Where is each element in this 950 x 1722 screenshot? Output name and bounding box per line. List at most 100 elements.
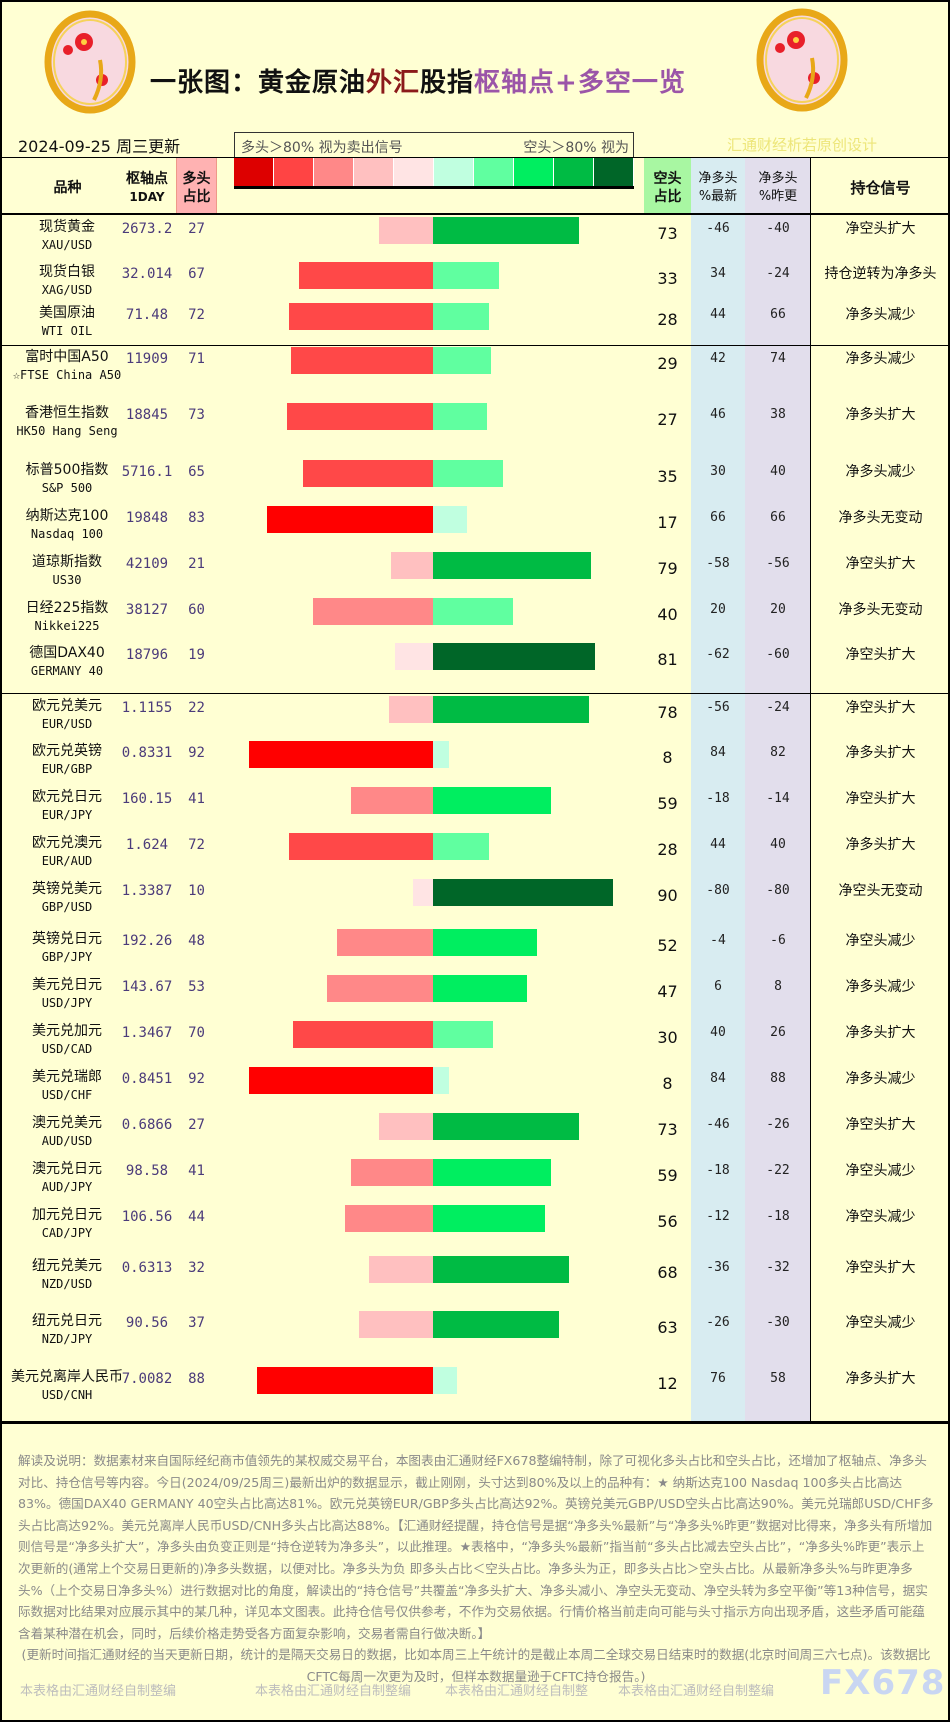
short-percent: 27 — [657, 410, 678, 429]
long-bar — [359, 1311, 433, 1338]
header-short: 空头 占比 — [644, 160, 691, 215]
long-bar — [291, 347, 433, 374]
net-long-previous: 88 — [770, 1071, 786, 1086]
long-bar — [395, 643, 433, 670]
header-label: 1DAY — [129, 189, 165, 204]
table-row: 澳元兑日元 AUD/JPY 98.58 41 59 -18 -22 净空头减少 — [0, 1157, 950, 1201]
net-long-previous: -22 — [766, 1163, 790, 1178]
pivot-value: 19848 — [125, 510, 169, 526]
short-bar — [433, 598, 513, 625]
color-legend-caption: 多头＞80% 视为卖出信号 空头＞80% 视为 — [234, 132, 634, 158]
table-row: 日经225指数 Nikkei225 38127 60 40 20 20 净多头无变动 — [0, 596, 950, 640]
long-bar — [391, 552, 433, 579]
header-signal: 持仓信号 — [811, 160, 950, 215]
table-row: 澳元兑美元 AUD/USD 0.6866 27 73 -46 -26 净空头扩大 — [0, 1111, 950, 1155]
net-long-latest: 46 — [710, 407, 726, 422]
explanation-notes: 解读及说明：数据素材来自国际经纪商市值领先的某权威交易平台，本图表由汇通财经FX… — [18, 1450, 934, 1688]
instrument-code: CAD/JPY — [41, 1226, 93, 1240]
header-label: 净多头 — [698, 170, 738, 186]
long-percent: 21 — [188, 556, 205, 572]
legend-swatch — [474, 157, 514, 186]
header-label: 持仓信号 — [850, 178, 911, 197]
credit-text: 汇通财经析若原创设计 — [727, 136, 878, 154]
net-long-previous: 66 — [770, 510, 786, 525]
pivot-value: 192.26 — [121, 933, 173, 949]
instrument-name: 欧元兑美元 EUR/USD — [4, 697, 130, 733]
long-percent: 73 — [188, 407, 205, 423]
net-long-previous: -24 — [766, 700, 790, 715]
instrument-name: 美国原油 WTI OIL — [4, 304, 130, 340]
net-long-latest: 30 — [710, 464, 726, 479]
net-long-previous: -6 — [770, 933, 786, 948]
long-bar — [313, 598, 433, 625]
instrument-code: US30 — [52, 573, 82, 587]
short-percent: 28 — [657, 310, 678, 329]
header-bottom-rule — [0, 213, 950, 215]
instrument-name: 德国DAX40 GERMANY 40 — [4, 644, 130, 680]
long-percent: 22 — [188, 700, 205, 716]
instrument-cn-name: 香港恒生指数 — [25, 405, 109, 421]
long-bar — [389, 696, 433, 723]
header-label: %昨更 — [758, 188, 798, 204]
long-bar — [351, 787, 433, 814]
instrument-cn-name: 德国DAX40 — [29, 645, 105, 661]
instrument-cn-name: 美元兑瑞郎 — [32, 1069, 102, 1085]
short-percent: 81 — [657, 650, 678, 669]
net-long-latest: -62 — [706, 647, 730, 662]
instrument-name: 道琼斯指数 US30 — [4, 553, 130, 589]
long-percent: 41 — [188, 1163, 205, 1179]
legend-swatch — [354, 157, 394, 186]
instrument-code: AUD/JPY — [41, 1180, 93, 1194]
legend-swatch — [514, 157, 554, 186]
short-percent: 33 — [657, 269, 678, 288]
table-row: 标普500指数 S&P 500 5716.1 65 35 30 40 净多头减少 — [0, 458, 950, 502]
instrument-code: USD/CAD — [41, 1042, 93, 1056]
table-row: 美元兑日元 USD/JPY 143.67 53 47 6 8 净多头减少 — [0, 973, 950, 1017]
instrument-code: GERMANY 40 — [30, 664, 104, 678]
short-bar — [433, 262, 499, 289]
net-prev-column-bg — [745, 157, 811, 1423]
instrument-name: 纳斯达克100 Nasdaq 100 — [4, 507, 130, 543]
net-long-latest: 84 — [710, 1071, 726, 1086]
long-percent: 70 — [188, 1025, 205, 1041]
instrument-name: 美元兑离岸人民币 USD/CNH — [4, 1368, 130, 1404]
header-label: 多头 — [182, 170, 211, 187]
net-long-latest: 34 — [710, 266, 726, 281]
instrument-code: NZD/JPY — [41, 1332, 93, 1346]
long-bar — [289, 833, 433, 860]
short-percent: 90 — [657, 886, 678, 905]
net-long-previous: -32 — [766, 1260, 790, 1275]
long-percent: 67 — [188, 266, 205, 282]
instrument-cn-name: 日经225指数 — [25, 600, 109, 616]
watermark-text: 本表格由汇通财经自制整编 — [20, 1684, 177, 1699]
long-percent: 72 — [188, 307, 205, 323]
table-row: 美国原油 WTI OIL 71.48 72 28 44 66 净多头减少 — [0, 301, 950, 345]
long-percent: 88 — [188, 1371, 205, 1387]
instrument-name: 日经225指数 Nikkei225 — [4, 599, 130, 635]
pivot-value: 98.58 — [125, 1163, 169, 1179]
net-long-latest: -12 — [706, 1209, 730, 1224]
header-label: %最新 — [698, 188, 738, 204]
short-percent: 79 — [657, 559, 678, 578]
position-signal: 净多头无变动 — [838, 602, 923, 618]
table-row: 欧元兑英镑 EUR/GBP 0.8331 92 8 84 82 净多头扩大 — [0, 739, 950, 783]
long-bar — [345, 1205, 433, 1232]
update-date: 2024-09-25 周三更新 — [18, 137, 181, 156]
pivot-value: 5716.1 — [121, 464, 173, 480]
long-bar — [413, 879, 433, 906]
table-row: 富时中国A50 ☆FTSE China A50 11909 71 29 42 74 净多头减少 — [0, 345, 950, 389]
net-long-latest: 44 — [710, 307, 726, 322]
instrument-cn-name: 欧元兑澳元 — [32, 835, 102, 851]
short-percent: 30 — [657, 1028, 678, 1047]
short-percent: 35 — [657, 467, 678, 486]
short-bar — [433, 696, 589, 723]
pivot-value: 11909 — [125, 351, 169, 367]
long-percent: 44 — [188, 1209, 205, 1225]
long-bar — [257, 1367, 433, 1394]
group-divider — [0, 693, 950, 694]
net-long-latest: 76 — [710, 1371, 726, 1386]
group-divider — [0, 345, 950, 346]
long-percent: 65 — [188, 464, 205, 480]
short-percent: 29 — [657, 354, 678, 373]
pivot-value: 18845 — [125, 407, 169, 423]
